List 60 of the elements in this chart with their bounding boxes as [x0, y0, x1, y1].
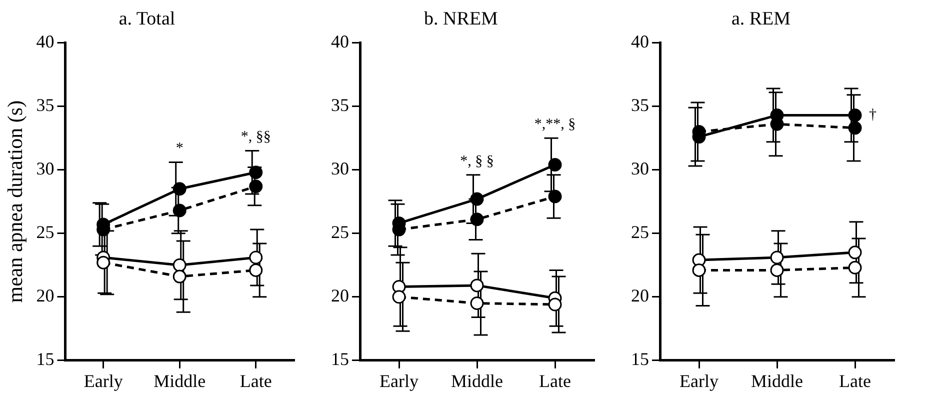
x-tick-label: Late — [539, 370, 571, 391]
x-tick-label: Middle — [154, 370, 206, 391]
y-tick-label: 25 — [331, 222, 349, 242]
point — [548, 158, 562, 172]
point — [770, 263, 784, 277]
annotation: * — [176, 140, 184, 157]
point — [848, 108, 862, 122]
point — [249, 180, 263, 194]
y-tick-label: 30 — [631, 158, 649, 179]
point — [470, 192, 484, 206]
y-tick-label: 35 — [631, 95, 649, 116]
chart-title: a. REM — [731, 8, 791, 30]
x-tick-label: Late — [240, 370, 272, 391]
point — [470, 212, 484, 226]
point — [470, 296, 484, 310]
point — [848, 121, 862, 135]
y-tick-label: 40 — [331, 32, 349, 52]
y-tick-label: 40 — [631, 32, 649, 52]
annotation: *, §§ — [240, 129, 271, 146]
point — [848, 246, 862, 260]
point — [249, 250, 263, 264]
point — [548, 298, 562, 312]
y-tick-label: 25 — [631, 222, 649, 242]
y-axis-title: mean apnea duration (s) — [3, 100, 28, 303]
chart-title: a. Total — [118, 8, 176, 30]
point — [249, 263, 263, 277]
y-tick-label: 20 — [631, 286, 649, 306]
y-tick-label: 15 — [631, 349, 649, 370]
point — [692, 263, 706, 277]
y-tick-label: 35 — [331, 95, 349, 116]
point — [470, 278, 484, 292]
y-tick-label: 30 — [36, 158, 54, 179]
y-tick-label: 25 — [36, 222, 54, 242]
y-tick-label: 35 — [36, 95, 54, 116]
x-tick-label: Middle — [451, 370, 504, 391]
point — [172, 270, 186, 284]
y-tick-label: 20 — [36, 286, 54, 306]
x-tick-label: Middle — [751, 370, 804, 391]
x-tick-label: Late — [839, 370, 871, 391]
y-tick-label: 15 — [331, 349, 349, 370]
y-tick-label: 40 — [36, 32, 54, 52]
y-tick-label: 20 — [331, 286, 349, 306]
x-tick-label: Early — [84, 370, 123, 391]
x-tick-label: Early — [680, 370, 718, 391]
chart-title: b. NREM — [424, 8, 498, 30]
point — [848, 260, 862, 274]
point — [96, 256, 110, 270]
point — [392, 290, 406, 304]
point — [172, 204, 186, 218]
point — [172, 258, 186, 272]
y-tick-label: 30 — [331, 158, 349, 179]
annotation: † — [869, 107, 877, 124]
point — [249, 166, 263, 180]
point — [548, 190, 562, 204]
x-tick-label: Early — [380, 370, 418, 391]
annotation: *, § § — [460, 153, 494, 170]
point — [770, 250, 784, 264]
annotation: *,**, § — [534, 116, 576, 133]
point — [172, 182, 186, 196]
y-tick-label: 15 — [36, 349, 54, 370]
